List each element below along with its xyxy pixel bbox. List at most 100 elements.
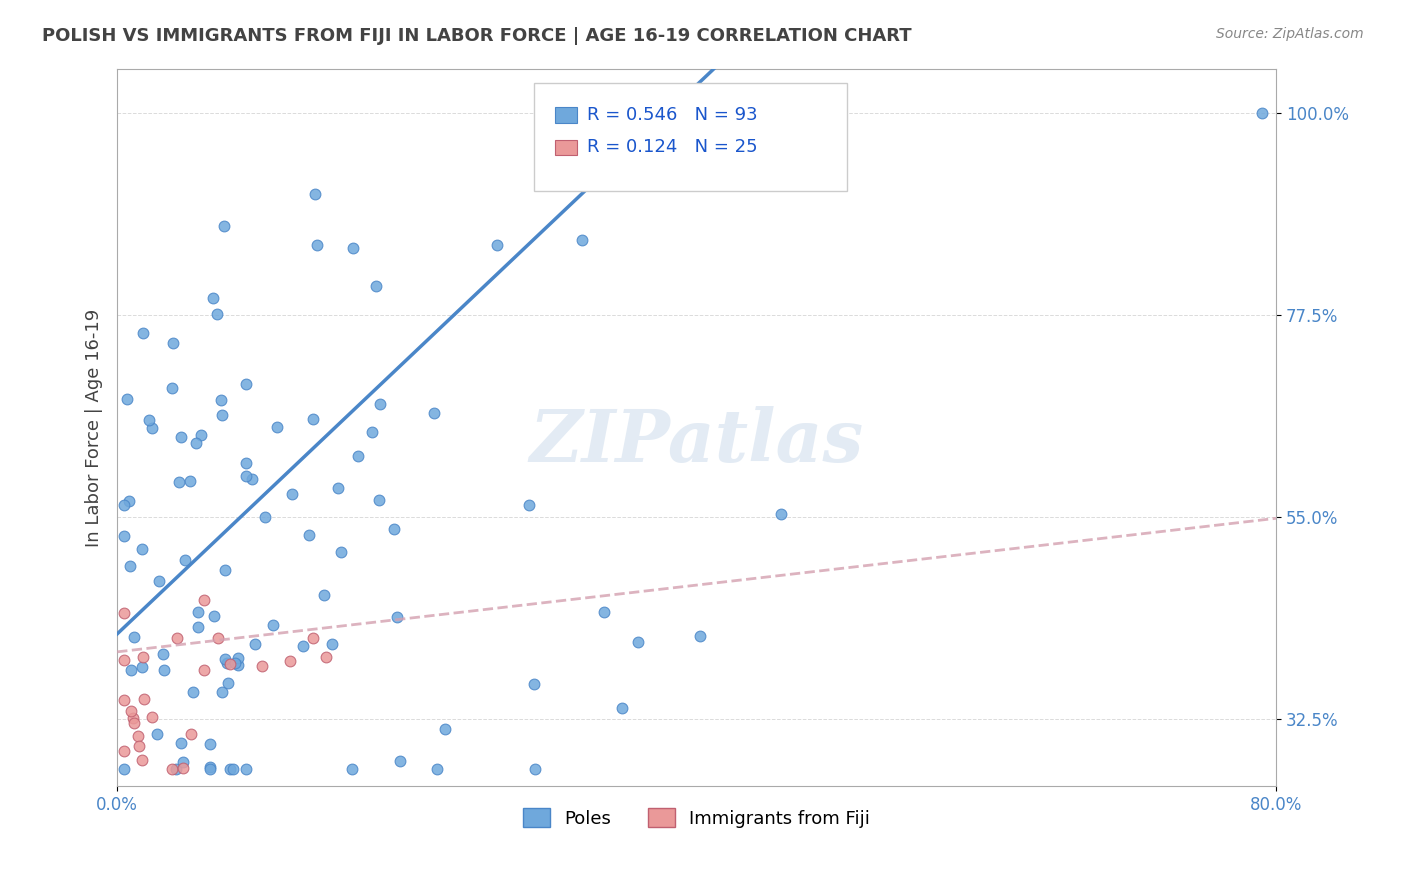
Point — [301, 412, 323, 426]
Text: ZIPatlas: ZIPatlas — [530, 407, 863, 477]
Point — [187, 620, 209, 634]
Point — [122, 630, 145, 644]
Point — [132, 650, 155, 665]
Point — [207, 307, 229, 321]
Point — [329, 545, 352, 559]
Point — [305, 237, 328, 252]
Text: Source: ZipAtlas.com: Source: ZipAtlas.com — [1216, 27, 1364, 41]
Point — [124, 715, 146, 730]
Point — [148, 574, 170, 589]
FancyBboxPatch shape — [534, 83, 848, 191]
Point — [235, 456, 257, 470]
Point — [266, 420, 288, 434]
Point — [209, 393, 232, 408]
Point — [235, 376, 257, 391]
Point — [422, 405, 444, 419]
Point — [610, 700, 633, 714]
Point — [138, 412, 160, 426]
Point — [314, 588, 336, 602]
Point — [165, 762, 187, 776]
Text: R = 0.124   N = 25: R = 0.124 N = 25 — [586, 138, 758, 156]
Point — [301, 631, 323, 645]
Point — [160, 381, 183, 395]
Point — [366, 279, 388, 293]
Point — [134, 692, 156, 706]
Point — [162, 336, 184, 351]
Point — [211, 409, 233, 423]
Point — [187, 605, 209, 619]
Point — [326, 482, 349, 496]
Point — [120, 559, 142, 574]
Point — [141, 709, 163, 723]
Point — [517, 498, 540, 512]
Point — [222, 762, 245, 776]
Point — [298, 528, 321, 542]
Point — [128, 739, 150, 753]
Point — [370, 396, 392, 410]
Point — [592, 606, 614, 620]
Point — [224, 656, 246, 670]
Point — [181, 685, 204, 699]
Point — [689, 629, 711, 643]
Point — [122, 711, 145, 725]
Point — [160, 762, 183, 776]
Point — [342, 241, 364, 255]
Point — [193, 593, 215, 607]
Point — [485, 238, 508, 252]
Point — [769, 507, 792, 521]
Point — [120, 704, 142, 718]
Point — [382, 522, 405, 536]
Point — [315, 649, 337, 664]
Point — [387, 610, 409, 624]
Point — [179, 475, 201, 489]
Point — [170, 430, 193, 444]
Point — [219, 657, 242, 672]
Point — [434, 722, 457, 736]
FancyBboxPatch shape — [555, 107, 576, 123]
Point — [281, 487, 304, 501]
Point — [166, 631, 188, 645]
Point — [211, 685, 233, 699]
Point — [115, 392, 138, 407]
Point — [132, 326, 155, 340]
Point — [524, 762, 547, 776]
Text: R = 0.546   N = 93: R = 0.546 N = 93 — [586, 106, 758, 124]
Point — [321, 637, 343, 651]
Point — [131, 541, 153, 556]
Point — [114, 693, 136, 707]
Point — [131, 753, 153, 767]
Point — [190, 428, 212, 442]
Point — [215, 656, 238, 670]
Point — [114, 498, 136, 512]
Point — [114, 607, 136, 621]
Point — [292, 639, 315, 653]
Point — [201, 291, 224, 305]
Point — [1250, 106, 1272, 120]
Point — [214, 651, 236, 665]
Point — [202, 609, 225, 624]
Point — [226, 650, 249, 665]
Point — [389, 754, 412, 768]
Point — [186, 436, 208, 450]
Legend: Poles, Immigrants from Fiji: Poles, Immigrants from Fiji — [516, 801, 877, 835]
Point — [198, 760, 221, 774]
Point — [120, 663, 142, 677]
Y-axis label: In Labor Force | Age 16-19: In Labor Force | Age 16-19 — [86, 309, 103, 547]
Point — [523, 677, 546, 691]
Point — [174, 552, 197, 566]
Point — [169, 475, 191, 489]
Point — [219, 762, 242, 776]
Point — [114, 529, 136, 543]
Point — [304, 186, 326, 201]
Point — [180, 727, 202, 741]
Point — [214, 562, 236, 576]
Point — [262, 618, 284, 632]
Point — [193, 663, 215, 677]
Point — [360, 425, 382, 440]
Point — [172, 755, 194, 769]
Point — [253, 510, 276, 524]
Point — [114, 652, 136, 666]
Point — [172, 761, 194, 775]
Point — [127, 729, 149, 743]
Point — [141, 421, 163, 435]
